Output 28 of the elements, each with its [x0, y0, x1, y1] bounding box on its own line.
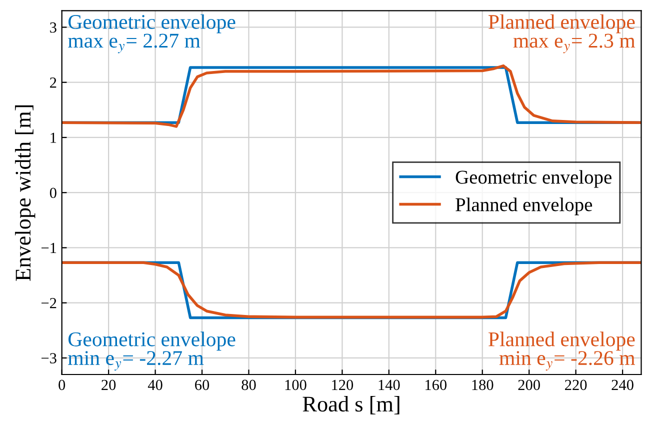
x-tick-label: 220 [565, 380, 587, 390]
y-tick-label: 2 [50, 78, 56, 88]
x-axis-title: Road s [m] [302, 396, 400, 414]
x-tick-label: 80 [242, 380, 256, 390]
y-tick-label: −2 [41, 298, 56, 308]
y-tick-label: 3 [50, 22, 56, 33]
x-tick-label: 0 [58, 380, 66, 390]
x-tick-label: 180 [472, 380, 494, 390]
y-axis-title: Envelope width [m] [15, 105, 36, 281]
annotation: Planned envelope max e$_{y}$= 2.3 m [488, 14, 636, 54]
annotation: Planned envelope min e$_{y}$= -2.26 m [488, 332, 636, 371]
annotation: Geometric envelope max e$_{y}$= 2.27 m [68, 14, 236, 54]
y-tick-label: −1 [41, 242, 56, 254]
y-tick-label: 0 [50, 188, 56, 198]
x-tick-label: 120 [332, 380, 354, 390]
x-tick-label: 140 [378, 380, 400, 390]
y-tick-label: −3 [41, 353, 56, 364]
legend-label: Planned envelope [456, 198, 592, 216]
x-tick-label: 20 [102, 380, 116, 390]
x-tick-label: 100 [285, 380, 306, 390]
y-tick-label: 1 [50, 132, 56, 143]
x-tick-label: 40 [148, 380, 162, 390]
x-tick-label: 240 [612, 380, 634, 390]
x-tick-label: 60 [195, 380, 210, 390]
x-tick-label: 200 [518, 380, 540, 390]
legend-label: Geometric envelope [456, 170, 612, 188]
annotation: Geometric envelope min e$_{y}$= -2.27 m [68, 332, 236, 371]
x-tick-label: 160 [426, 380, 447, 390]
